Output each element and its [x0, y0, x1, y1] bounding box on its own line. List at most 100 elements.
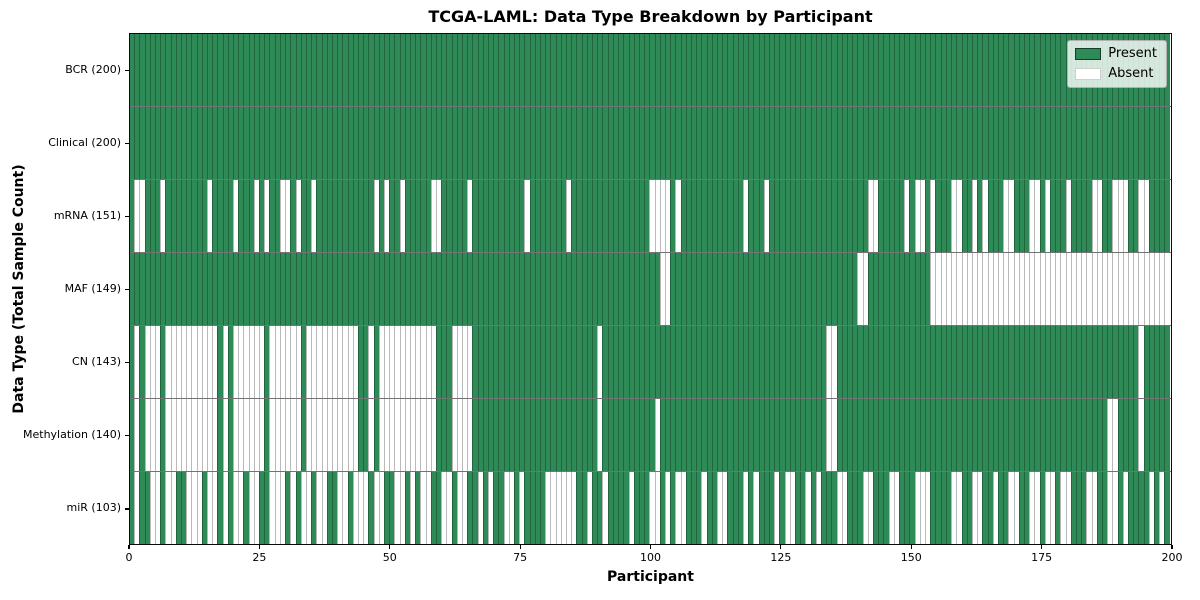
cell-present [1070, 472, 1076, 544]
cell-present [930, 399, 936, 471]
cell-present [274, 180, 280, 252]
cell-absent [831, 326, 837, 398]
cell-present [945, 34, 952, 106]
cell-present [664, 107, 671, 179]
cell-absent [373, 180, 379, 252]
cell-present [269, 107, 275, 179]
cell-present [290, 34, 296, 106]
cell-absent [305, 326, 312, 398]
cell-absent [420, 472, 426, 544]
cell-present [956, 326, 962, 398]
cell-present [690, 107, 697, 179]
cell-present [763, 399, 769, 471]
cell-absent [649, 472, 655, 544]
cell-present [311, 253, 317, 325]
cell-present [597, 472, 603, 544]
cell-present [462, 180, 468, 252]
cell-absent [233, 399, 239, 471]
cell-present [238, 107, 244, 179]
cell-absent [997, 253, 1004, 325]
cell-present [618, 399, 624, 471]
cell-present [779, 472, 785, 544]
cell-absent [1049, 472, 1056, 544]
cell-present [805, 326, 811, 398]
cell-present [701, 253, 707, 325]
cell-present [1122, 399, 1128, 471]
cell-absent [326, 326, 332, 398]
cell-present [540, 253, 546, 325]
cell-present [607, 180, 613, 252]
cell-present [576, 399, 582, 471]
cell-present [711, 253, 717, 325]
cell-present [878, 326, 884, 398]
cell-present [899, 399, 905, 471]
cell-present [508, 34, 515, 106]
cell-present [534, 472, 541, 544]
cell-present [149, 34, 156, 106]
cell-present [139, 326, 145, 398]
cell-present [758, 326, 764, 398]
cell-present [701, 326, 707, 398]
cell-absent [399, 472, 405, 544]
cell-present [664, 399, 671, 471]
cell-present [1075, 472, 1082, 544]
cell-present [342, 107, 348, 179]
y-tick-mark [125, 289, 129, 291]
cell-present [378, 107, 384, 179]
cell-present [363, 34, 369, 106]
cell-absent [1055, 253, 1061, 325]
cell-present [498, 34, 504, 106]
cell-present [389, 34, 395, 106]
cell-present [493, 472, 499, 544]
cell-present [821, 253, 827, 325]
x-tick-mark [1041, 545, 1043, 549]
cell-present [264, 107, 270, 179]
cell-present [914, 253, 920, 325]
cell-present [243, 180, 249, 252]
cell-present [415, 107, 421, 179]
cell-present [862, 399, 868, 471]
cell-present [1096, 107, 1102, 179]
cell-present [618, 180, 624, 252]
cell-present [940, 107, 946, 179]
cell-present [571, 326, 577, 398]
cell-present [160, 399, 166, 471]
cell-present [670, 399, 676, 471]
cell-present [165, 180, 171, 252]
cell-present [253, 107, 260, 179]
cell-absent [956, 472, 962, 544]
cell-present [888, 34, 894, 106]
cell-present [597, 180, 603, 252]
cell-present [540, 107, 546, 179]
cell-present [295, 34, 301, 106]
cell-present [534, 326, 541, 398]
cell-present [316, 107, 322, 179]
cell-present [675, 399, 681, 471]
cell-present [789, 326, 795, 398]
cell-present [914, 399, 920, 471]
cell-present [966, 326, 972, 398]
cell-absent [977, 253, 983, 325]
cell-present [441, 180, 447, 252]
cell-present [805, 253, 811, 325]
cell-present [612, 34, 619, 106]
cell-present [768, 107, 775, 179]
cell-present [940, 180, 946, 252]
cell-present [498, 107, 504, 179]
cell-present [612, 253, 619, 325]
cell-present [503, 107, 509, 179]
cell-present [638, 34, 645, 106]
cell-present [1049, 399, 1056, 471]
cell-present [1034, 399, 1040, 471]
cell-present [555, 107, 561, 179]
cell-present [649, 107, 655, 179]
cell-present [628, 253, 634, 325]
cell-present [1008, 399, 1014, 471]
cell-present [873, 34, 879, 106]
cell-present [878, 399, 884, 471]
cell-present [1081, 107, 1087, 179]
cell-present [612, 326, 619, 398]
cell-present [659, 34, 665, 106]
cell-present [222, 34, 228, 106]
cell-absent [181, 326, 187, 398]
